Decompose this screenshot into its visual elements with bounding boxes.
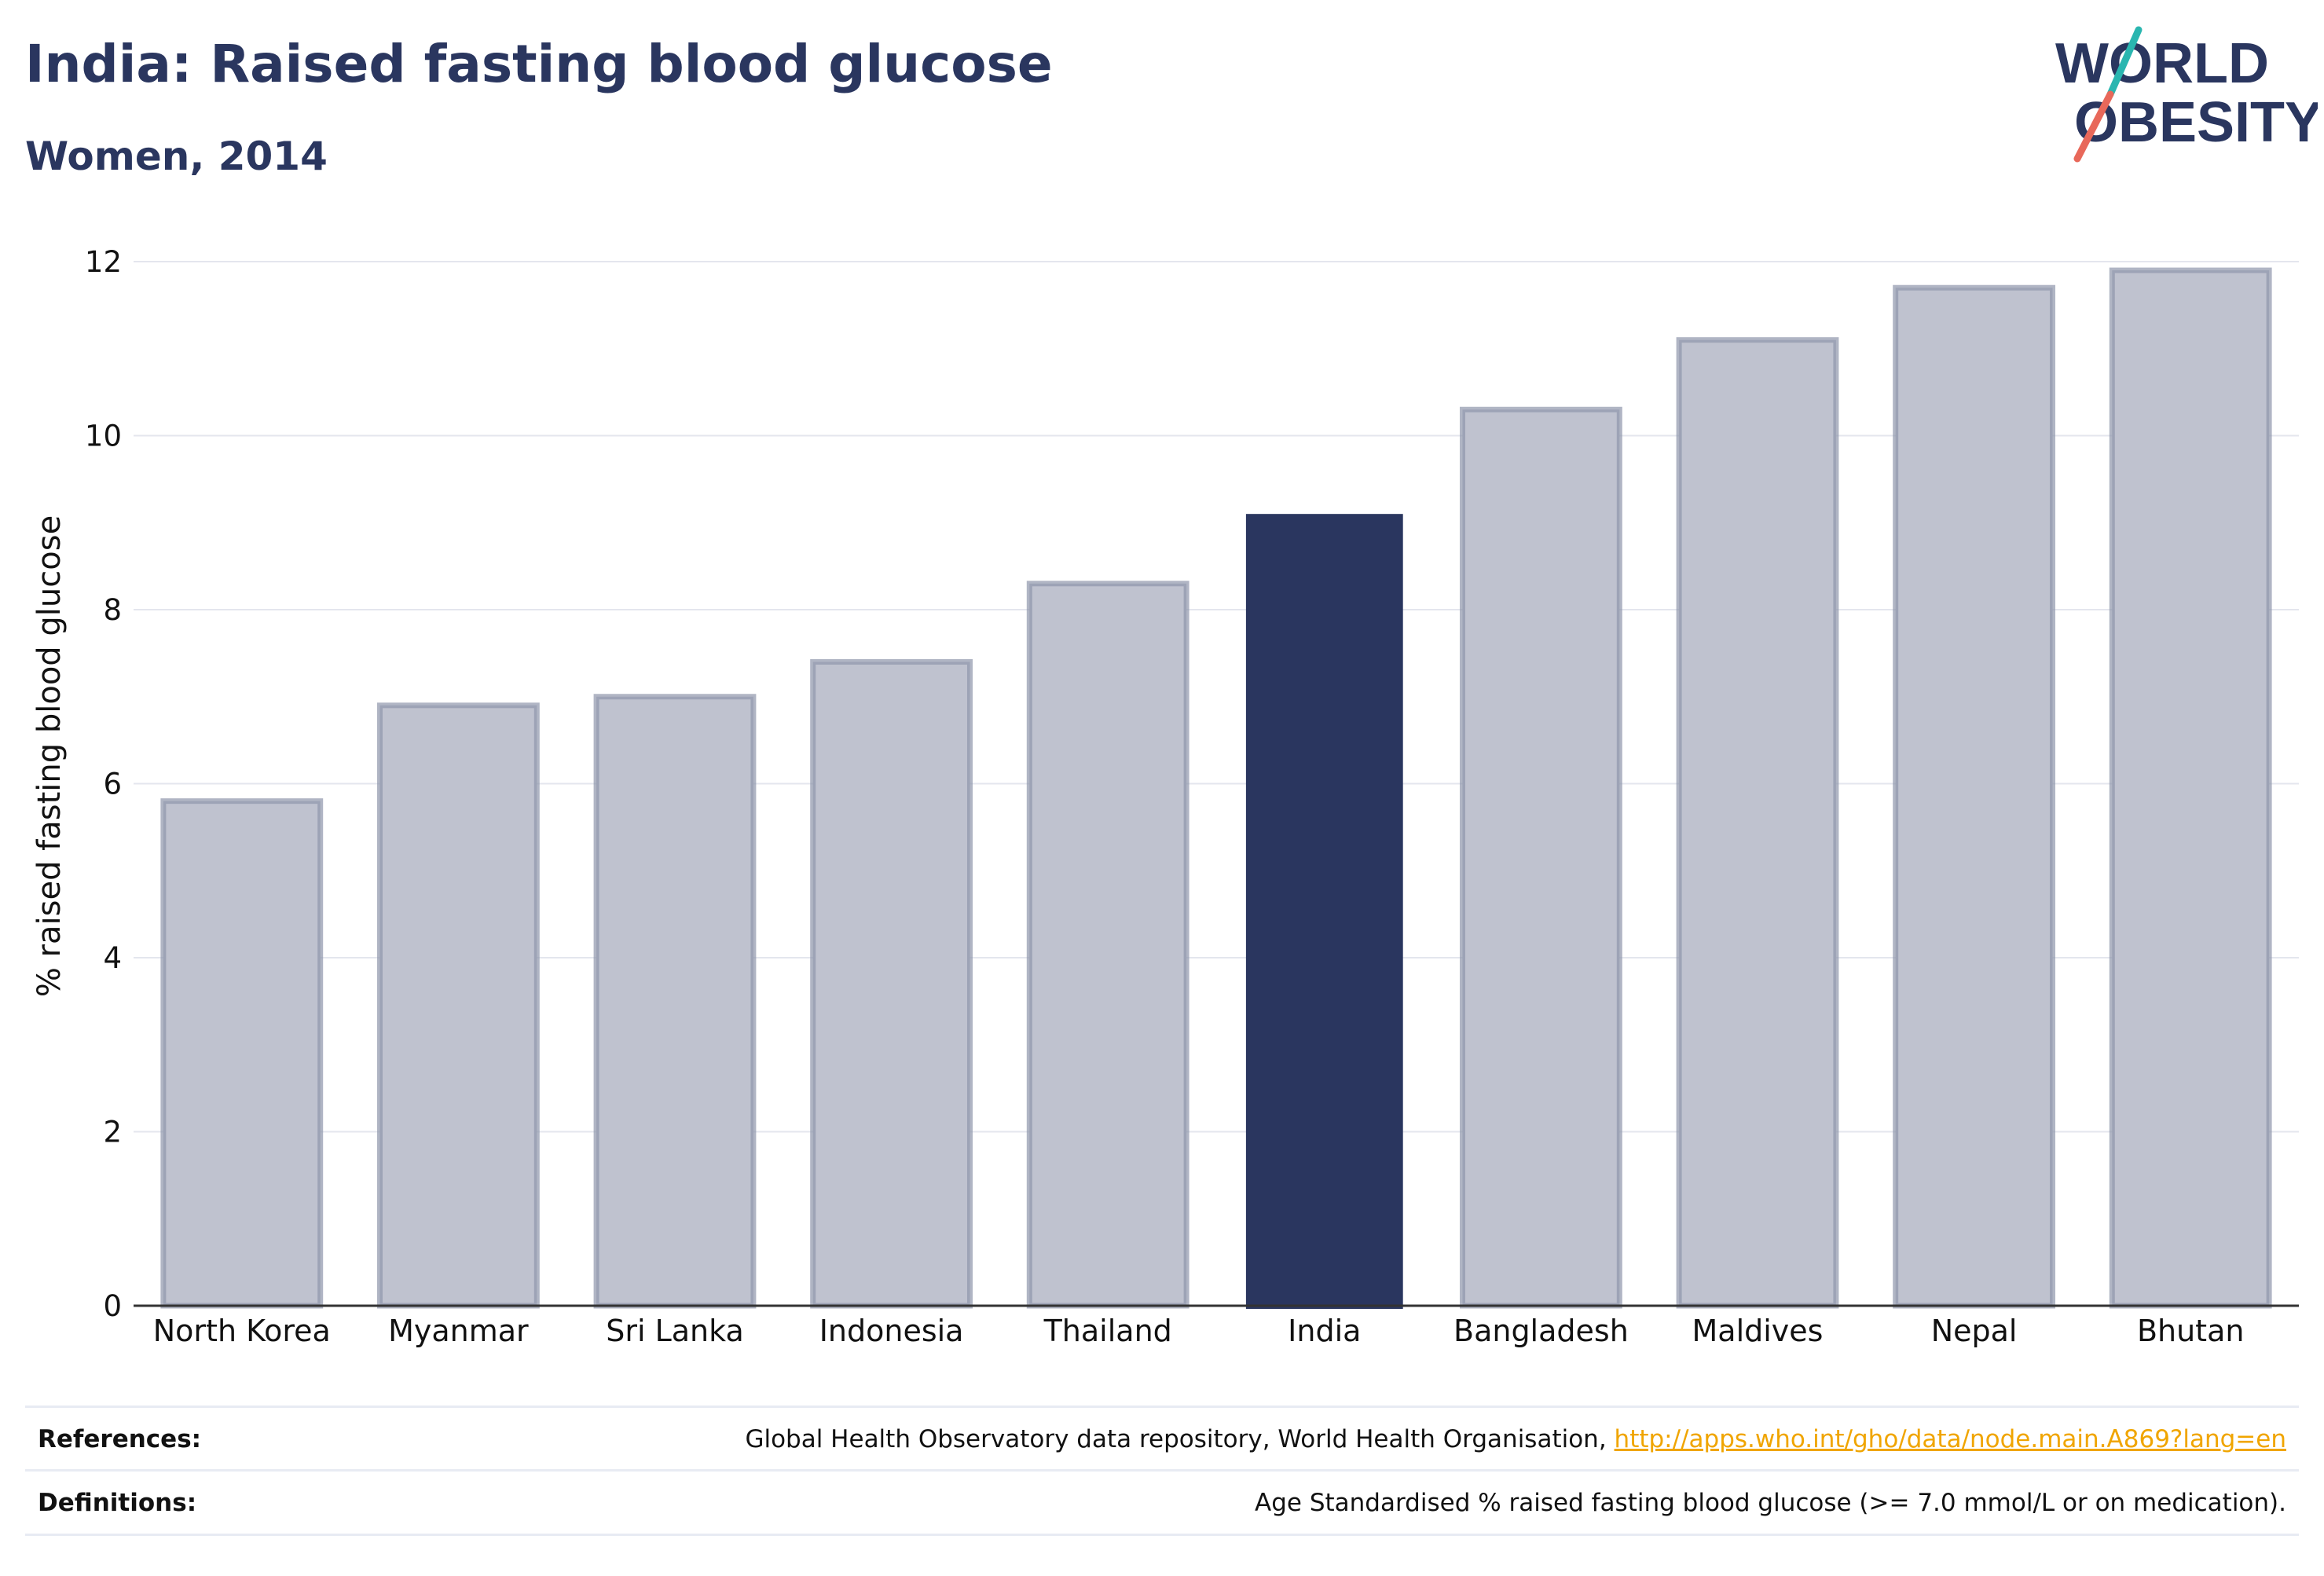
x-tick-label: Sri Lanka [606,1314,744,1348]
bar-chart: 0 2 4 6 8 10 12 North Korea Myanmar Sri Lanka Ind… [31,245,2299,1348]
bar-north-korea [160,798,324,1309]
x-tick-label: Thailand [1043,1314,1172,1348]
x-tick-label: Indonesia [819,1314,964,1348]
bar-bhutan [2109,267,2272,1309]
y-tick-label: 12 [85,245,122,279]
y-tick-label: 4 [103,941,122,975]
definitions-label: Definitions: [38,1489,197,1517]
references-text: Global Health Observatory data repositor… [745,1425,1615,1453]
y-tick-label: 8 [103,593,122,627]
logo-word-2: OBESITY [2074,91,2318,154]
bar-thailand [1026,581,1189,1309]
y-tick-label: 10 [85,420,122,453]
references-link[interactable]: http://apps.who.int/gho/data/node.main.A… [1614,1425,2286,1453]
references-row: References: Global Health Observatory da… [25,1406,2299,1471]
x-tick-labels: North Korea Myanmar Sri Lanka Indonesia Thai… [153,1314,2245,1348]
definitions-text: Age Standardised % raised fasting blood … [1255,1489,2286,1517]
x-tick-label: Bhutan [2137,1314,2245,1348]
definitions-row: Definitions: Age Standardised % raised f… [25,1469,2299,1534]
y-tick-labels: 0 2 4 6 8 10 12 [85,245,122,1323]
x-tick-label: Maldives [1692,1314,1824,1348]
bar-indonesia [810,658,973,1309]
references-value: Global Health Observatory data repositor… [745,1425,2299,1453]
logo-word-1: WORLD [2055,32,2269,95]
x-tick-label: India [1288,1314,1361,1348]
world-obesity-logo: WORLD OBESITY [2055,26,2318,163]
bar-nepal [1893,284,2056,1309]
y-tick-label: 6 [103,768,122,801]
bar-myanmar [376,702,540,1309]
x-tick-label: Nepal [1931,1314,2018,1348]
footer-divider [25,1534,2299,1536]
bars [160,267,2272,1309]
x-tick-label: Bangladesh [1453,1314,1629,1348]
logo-slash-top [2106,26,2143,98]
x-tick-label: North Korea [153,1314,331,1348]
bar-india [1245,514,1403,1309]
references-label: References: [38,1425,202,1453]
chart-subtitle: Women, 2014 [25,134,328,179]
y-axis-label: % raised fasting blood glucose [31,515,68,997]
x-tick-label: Myanmar [388,1314,529,1348]
y-tick-label: 2 [103,1116,122,1149]
bar-bangladesh [1459,406,1622,1309]
y-tick-label: 0 [103,1289,122,1323]
bar-sri-lanka [593,694,757,1309]
logo-slash-bottom [2073,90,2114,163]
bar-maldives [1676,337,1839,1309]
chart-title: India: Raised fasting blood glucose [25,34,1053,94]
